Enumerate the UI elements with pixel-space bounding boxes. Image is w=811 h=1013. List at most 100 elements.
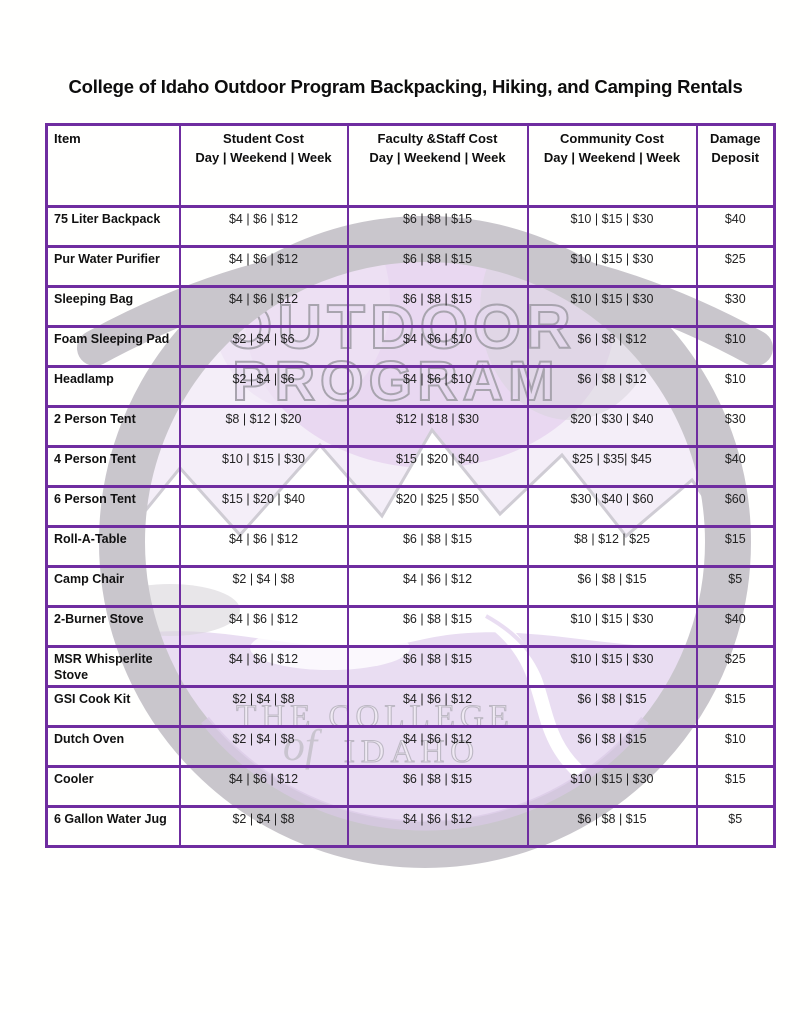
item-cell: Foam Sleeping Pad [45, 325, 181, 368]
item-cell: Sleeping Bag [45, 285, 181, 328]
item-cell: Roll-A-Table [45, 525, 181, 568]
header-community-sub: Day | Weekend | Week [543, 149, 681, 165]
deposit-cell: $40 [695, 445, 776, 488]
faculty-cost-cell: $4 | $6 | $12 [346, 565, 529, 608]
faculty-cost-cell: $4 | $6 | $12 [346, 725, 529, 769]
faculty-cost-cell: $4 | $6 | $10 [346, 365, 529, 408]
student-cost-cell: $4 | $6 | $12 [178, 245, 349, 288]
faculty-cost-cell: $6 | $8 | $15 [346, 525, 529, 568]
student-cost-cell: $2 | $4 | $6 [178, 325, 349, 368]
community-cost-cell: $6 | $8 | $15 [526, 805, 698, 849]
deposit-cell: $10 [695, 725, 776, 769]
community-cost-cell: $20 | $30 | $40 [526, 405, 698, 448]
community-cost-cell: $10 | $15 | $30 [526, 765, 698, 809]
community-cost-cell: $6 | $8 | $15 [526, 565, 698, 608]
item-cell: 6 Gallon Water Jug [45, 805, 181, 849]
table-row: MSR Whisperlite Stove $4 | $6 | $12 $6 |… [45, 644, 776, 689]
table-row: Dutch Oven $2 | $4 | $8 $4 | $6 | $12 $6… [45, 725, 776, 769]
item-cell: 2 Person Tent [45, 405, 181, 448]
faculty-cost-cell: $4 | $6 | $12 [346, 685, 529, 729]
student-cost-cell: $2 | $4 | $8 [178, 685, 349, 729]
student-cost-cell: $2 | $4 | $8 [178, 725, 349, 769]
header-faculty-sub: Day | Weekend | Week [369, 149, 506, 165]
faculty-cost-cell: $4 | $6 | $10 [346, 325, 529, 368]
student-cost-cell: $2 | $4 | $6 [178, 365, 349, 408]
student-cost-cell: $4 | $6 | $12 [178, 205, 349, 248]
student-cost-cell: $4 | $6 | $12 [178, 605, 349, 648]
deposit-cell: $40 [695, 605, 776, 648]
faculty-cost-cell: $6 | $8 | $15 [346, 285, 529, 328]
item-cell: Headlamp [45, 365, 181, 408]
deposit-cell: $25 [695, 245, 776, 288]
student-cost-cell: $15 | $20 | $40 [178, 485, 349, 528]
deposit-cell: $30 [695, 405, 776, 448]
table-row: Cooler $4 | $6 | $12 $6 | $8 | $15 $10 |… [45, 765, 776, 809]
community-cost-cell: $6 | $8 | $15 [526, 685, 698, 729]
table-row: Sleeping Bag $4 | $6 | $12 $6 | $8 | $15… [45, 285, 776, 328]
deposit-cell: $30 [695, 285, 776, 328]
item-cell: Cooler [45, 765, 181, 809]
header-faculty-title: Faculty &Staff Cost [377, 131, 498, 146]
header-item: Item [45, 123, 181, 208]
community-cost-cell: $10 | $15 | $30 [526, 644, 698, 689]
community-cost-cell: $8 | $12 | $25 [526, 525, 698, 568]
community-cost-cell: $6 | $8 | $12 [526, 325, 698, 368]
deposit-cell: $10 [695, 325, 776, 368]
faculty-cost-cell: $20 | $25 | $50 [346, 485, 529, 528]
table-row: 2-Burner Stove $4 | $6 | $12 $6 | $8 | $… [45, 605, 776, 648]
student-cost-cell: $4 | $6 | $12 [178, 525, 349, 568]
header-student-sub: Day | Weekend | Week [195, 149, 332, 165]
table-row: Roll-A-Table $4 | $6 | $12 $6 | $8 | $15… [45, 525, 776, 568]
faculty-cost-cell: $6 | $8 | $15 [346, 205, 529, 248]
header-community-cost: Community Cost Day | Weekend | Week [526, 123, 698, 208]
item-cell: Camp Chair [45, 565, 181, 608]
header-student-title: Student Cost [223, 131, 304, 146]
community-cost-cell: $6 | $8 | $15 [526, 725, 698, 769]
header-item-title: Item [54, 131, 81, 146]
item-cell: 6 Person Tent [45, 485, 181, 528]
community-cost-cell: $10 | $15 | $30 [526, 205, 698, 248]
community-cost-cell: $10 | $15 | $30 [526, 605, 698, 648]
table-row: 6 Gallon Water Jug $2 | $4 | $8 $4 | $6 … [45, 805, 776, 849]
table-row: 4 Person Tent $10 | $15 | $30 $15 | $20 … [45, 445, 776, 488]
deposit-cell: $10 [695, 365, 776, 408]
community-cost-cell: $30 | $40 | $60 [526, 485, 698, 528]
item-cell: Pur Water Purifier [45, 245, 181, 288]
table-row: GSI Cook Kit $2 | $4 | $8 $4 | $6 | $12 … [45, 685, 776, 729]
deposit-cell: $40 [695, 205, 776, 248]
table-header-row: Item Student Cost Day | Weekend | Week F… [45, 123, 776, 208]
community-cost-cell: $6 | $8 | $12 [526, 365, 698, 408]
faculty-cost-cell: $4 | $6 | $12 [346, 805, 529, 849]
deposit-cell: $15 [695, 525, 776, 568]
community-cost-cell: $10 | $15 | $30 [526, 285, 698, 328]
faculty-cost-cell: $6 | $8 | $15 [346, 644, 529, 689]
table-row: 6 Person Tent $15 | $20 | $40 $20 | $25 … [45, 485, 776, 528]
student-cost-cell: $10 | $15 | $30 [178, 445, 349, 488]
community-cost-cell: $25 | $35| $45 [526, 445, 698, 488]
faculty-cost-cell: $6 | $8 | $15 [346, 605, 529, 648]
faculty-cost-cell: $6 | $8 | $15 [346, 765, 529, 809]
item-cell: MSR Whisperlite Stove [45, 644, 181, 689]
faculty-cost-cell: $6 | $8 | $15 [346, 245, 529, 288]
header-deposit-title: Damage Deposit [709, 131, 761, 165]
deposit-cell: $60 [695, 485, 776, 528]
faculty-cost-cell: $12 | $18 | $30 [346, 405, 529, 448]
table-row: Headlamp $2 | $4 | $6 $4 | $6 | $10 $6 |… [45, 365, 776, 408]
community-cost-cell: $10 | $15 | $30 [526, 245, 698, 288]
deposit-cell: $5 [695, 805, 776, 849]
table-row: Camp Chair $2 | $4 | $8 $4 | $6 | $12 $6… [45, 565, 776, 608]
page-title: College of Idaho Outdoor Program Backpac… [68, 76, 743, 97]
deposit-cell: $5 [695, 565, 776, 608]
student-cost-cell: $8 | $12 | $20 [178, 405, 349, 448]
item-cell: GSI Cook Kit [45, 685, 181, 729]
student-cost-cell: $4 | $6 | $12 [178, 765, 349, 809]
rental-pricing-table: Item Student Cost Day | Weekend | Week F… [45, 123, 776, 849]
faculty-cost-cell: $15 | $20 | $40 [346, 445, 529, 488]
table-row: Pur Water Purifier $4 | $6 | $12 $6 | $8… [45, 245, 776, 288]
header-student-cost: Student Cost Day | Weekend | Week [178, 123, 349, 208]
table-row: 75 Liter Backpack $4 | $6 | $12 $6 | $8 … [45, 205, 776, 248]
student-cost-cell: $2 | $4 | $8 [178, 565, 349, 608]
item-cell: 2-Burner Stove [45, 605, 181, 648]
deposit-cell: $15 [695, 765, 776, 809]
